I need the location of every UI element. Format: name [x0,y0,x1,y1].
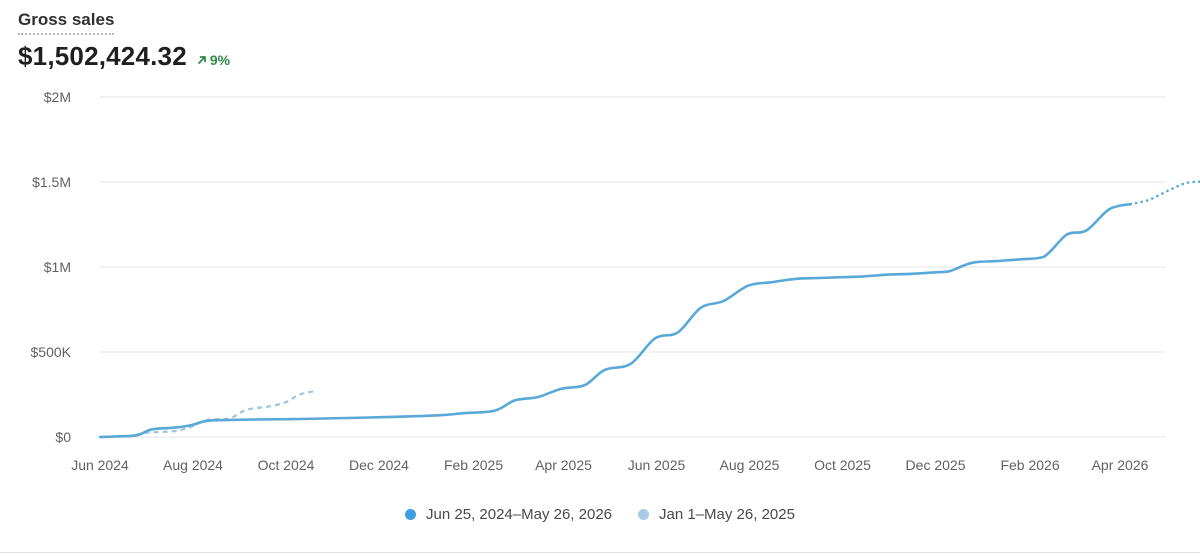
metric-header: Gross sales $1,502,424.32 9% [18,10,230,72]
x-tick-label: Feb 2025 [444,457,503,473]
x-tick-label: Apr 2025 [535,457,592,473]
x-tick-label: Oct 2024 [258,457,315,473]
x-tick-label: Dec 2024 [349,457,409,473]
legend-label-current: Jun 25, 2024–May 26, 2026 [426,506,613,523]
delta-value: 9% [209,52,231,68]
y-tick-label: $500K [31,344,72,360]
series-line-2 [99,390,316,439]
arrow-up-right-icon [197,56,206,64]
series-line-1 [1129,180,1200,206]
delta-badge: 9% [197,52,230,68]
legend-item-current[interactable]: Jun 25, 2024–May 26, 2026 [405,506,612,523]
metric-value: $1,502,424.32 [18,41,187,71]
y-axis-ticks: $0 $500K $1M $1.5M $2M [31,89,72,445]
metric-title[interactable]: Gross sales [18,10,115,35]
bottom-divider [0,552,1200,553]
x-tick-label: Jun 2025 [628,457,686,473]
x-tick-label: Feb 2026 [1000,457,1059,473]
x-tick-label: Apr 2026 [1092,457,1149,473]
x-tick-label: Aug 2024 [163,457,223,473]
x-axis-ticks: Jun 2024 Aug 2024 Oct 2024 Dec 2024 Feb 2025… [71,457,1148,473]
y-tick-label: $2M [44,89,71,105]
legend-label-comparison: Jan 1–May 26, 2025 [659,506,795,523]
chart-lines [98,180,1200,439]
y-tick-label: $0 [55,429,71,445]
x-tick-label: Oct 2025 [814,457,871,473]
series-line-0 [98,202,1132,439]
legend-swatch-comparison [638,509,650,520]
legend-swatch-current [405,509,417,520]
legend-item-comparison[interactable]: Jan 1–May 26, 2025 [638,506,795,523]
gross-sales-chart: $0 $500K $1M $1.5M $2M Jun 2024 Aug 2024 Oct 2… [31,89,1200,473]
chart-legend: Jun 25, 2024–May 26, 2026 Jan 1–May 26, … [0,506,1200,523]
x-tick-label: Jun 2024 [71,457,129,473]
y-tick-label: $1M [44,259,71,275]
chart-grid [100,96,1166,438]
y-tick-label: $1.5M [32,174,71,190]
x-tick-label: Aug 2025 [720,457,780,473]
metric-row: $1,502,424.32 9% [18,41,230,72]
x-tick-label: Dec 2025 [906,457,966,473]
